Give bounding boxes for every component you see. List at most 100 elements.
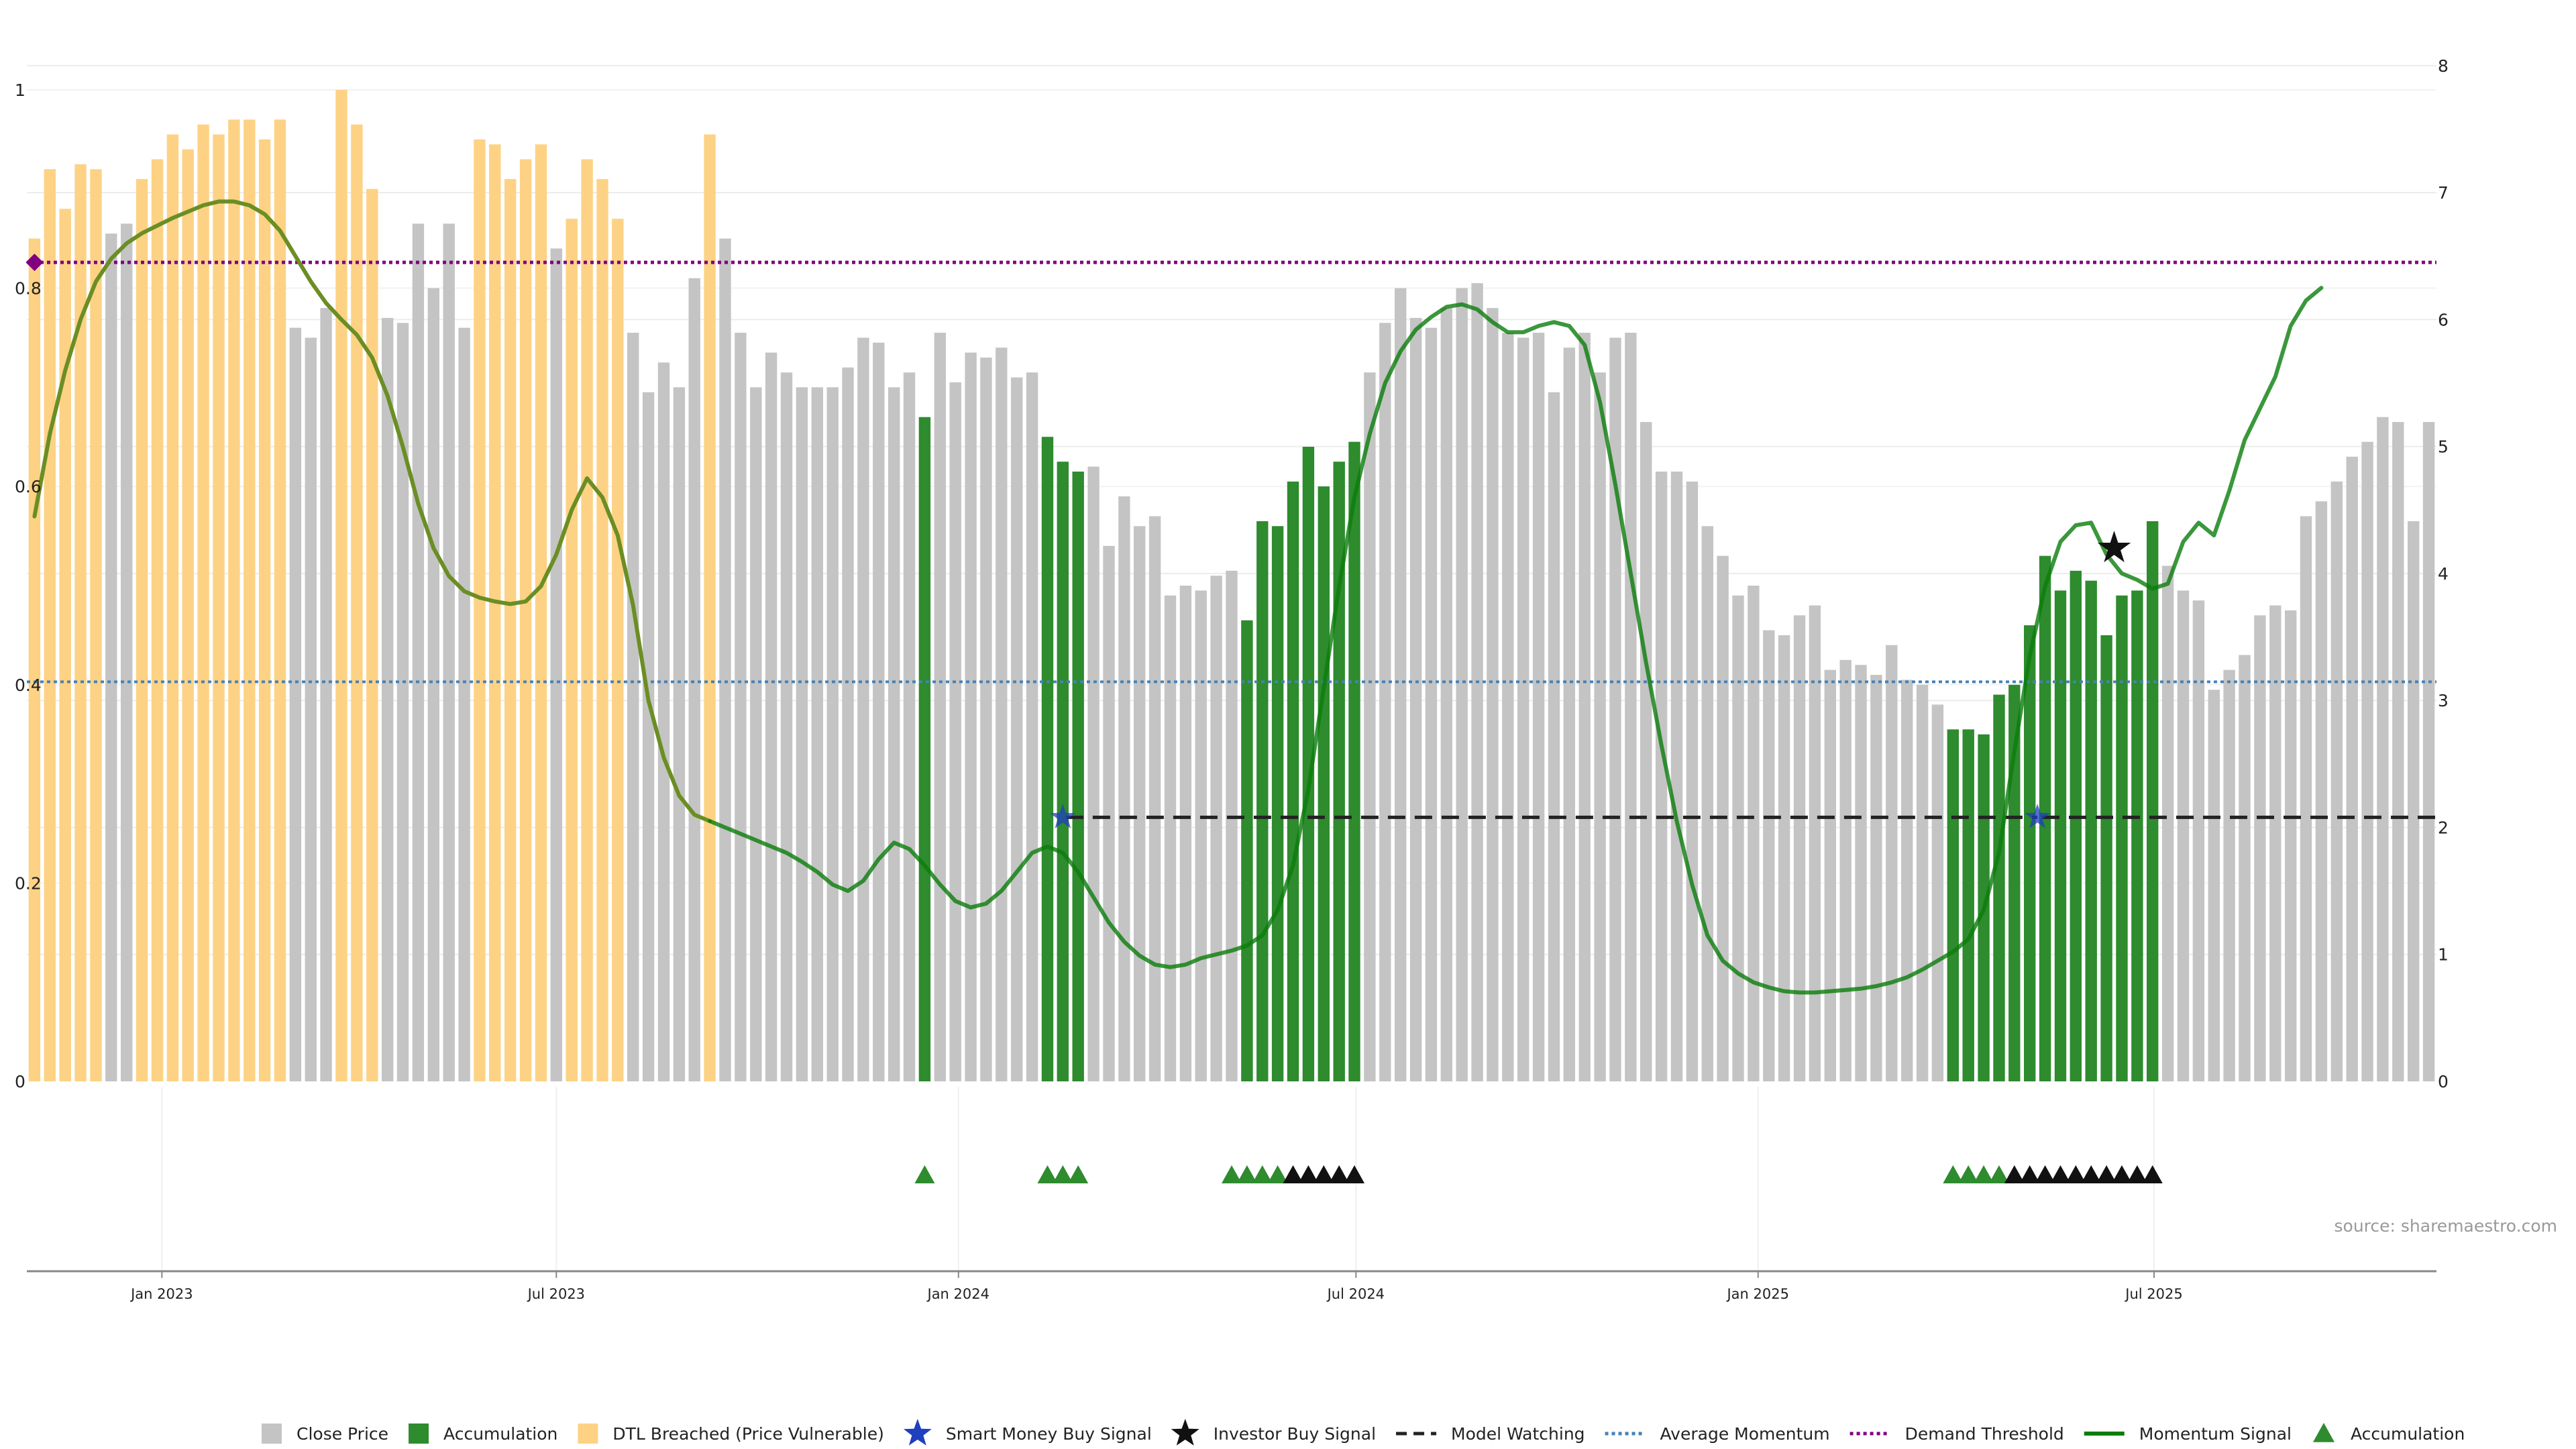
bar <box>2192 600 2205 1081</box>
bar <box>1256 521 1269 1081</box>
momentum-line-early <box>32 199 712 823</box>
bar <box>1763 630 1775 1081</box>
investor-triangle <box>2019 1165 2040 1183</box>
legend-star-icon <box>1171 1419 1199 1446</box>
investor-triangle <box>2142 1165 2163 1183</box>
legend-item: Demand Threshold <box>1849 1424 2064 1444</box>
legend-label: Close Price <box>297 1424 388 1444</box>
bar <box>320 308 332 1082</box>
x-tick-label: Jan 2025 <box>1725 1286 1789 1302</box>
bar <box>2300 516 2312 1081</box>
bar <box>1916 684 1929 1081</box>
bar <box>1870 675 1882 1081</box>
bar <box>2315 501 2328 1081</box>
bar <box>244 119 256 1082</box>
bar <box>74 164 87 1081</box>
investor-triangle <box>2004 1165 2025 1183</box>
legend-label: Average Momentum <box>1660 1424 1830 1444</box>
bar <box>965 352 977 1081</box>
bar <box>2239 655 2251 1081</box>
bar <box>1364 372 1376 1082</box>
bar <box>351 124 363 1082</box>
investor-triangle <box>1298 1165 1319 1183</box>
bar <box>826 387 839 1081</box>
bar <box>258 139 271 1081</box>
investor-triangle <box>2065 1165 2086 1183</box>
legend-item: Investor Buy Signal <box>1171 1419 1376 1446</box>
bar <box>1809 605 1821 1081</box>
right-tick-label: 2 <box>2438 818 2449 837</box>
left-tick-label: 0.2 <box>15 873 42 893</box>
bar <box>780 372 793 1082</box>
investor-triangle <box>2096 1165 2117 1183</box>
investor-triangle <box>1313 1165 1334 1183</box>
x-tick-label: Jan 2023 <box>129 1286 193 1302</box>
bar <box>474 139 486 1081</box>
bar <box>1348 441 1360 1081</box>
accumulation-triangle <box>1943 1165 1964 1183</box>
bar <box>842 367 854 1081</box>
bar <box>688 278 700 1082</box>
bar <box>735 333 747 1081</box>
momentum-line-main <box>708 286 2324 995</box>
bar <box>566 219 578 1082</box>
legend-item: Smart Money Buy Signal <box>903 1419 1152 1446</box>
left-tick-label: 0.4 <box>15 676 42 695</box>
accumulation-triangle <box>1974 1165 1994 1183</box>
bar <box>2085 580 2097 1081</box>
legend-label: Accumulation <box>2351 1424 2465 1444</box>
right-tick-label: 3 <box>2438 691 2449 710</box>
right-tick-label: 4 <box>2438 564 2449 584</box>
bar <box>182 149 194 1082</box>
bar <box>1148 516 1161 1081</box>
bar <box>1532 333 1545 1081</box>
bar <box>1302 447 1315 1081</box>
bar <box>1440 308 1452 1082</box>
bar <box>519 159 532 1081</box>
smart-money-buy-star-0 <box>1050 804 1076 828</box>
bar <box>289 327 302 1082</box>
legend-label: Accumulation <box>443 1424 557 1444</box>
bar <box>918 417 931 1081</box>
x-tick-label: Jul 2024 <box>1326 1286 1385 1302</box>
right-tick-label: 6 <box>2438 310 2449 329</box>
accumulation-triangle <box>1252 1165 1273 1183</box>
bar <box>1103 545 1115 1081</box>
bar <box>857 337 869 1081</box>
bar <box>657 362 670 1081</box>
bar <box>1409 317 1422 1081</box>
bar <box>1118 496 1130 1081</box>
bar <box>1502 333 1514 1081</box>
bar <box>2269 605 2282 1081</box>
bar <box>1425 327 1438 1082</box>
bar <box>903 372 916 1082</box>
bar <box>1839 659 1851 1081</box>
left-tick-label: 0 <box>15 1072 25 1091</box>
bar <box>2422 422 2435 1081</box>
bar <box>136 178 148 1081</box>
legend-label: Investor Buy Signal <box>1214 1424 1376 1444</box>
investor-buy-star-0 <box>2097 531 2131 563</box>
bar <box>1379 323 1391 1081</box>
x-tick-label: Jul 2025 <box>2124 1286 2182 1302</box>
legend-item: DTL Breached (Price Vulnerable) <box>578 1424 884 1444</box>
bar <box>980 358 992 1081</box>
bar <box>1594 372 1606 1082</box>
legend-label: Momentum Signal <box>2139 1424 2292 1444</box>
momentum-signal-line <box>32 199 2324 995</box>
bar <box>596 178 608 1081</box>
bar <box>550 248 562 1081</box>
bar <box>1548 392 1560 1082</box>
bar <box>197 124 209 1082</box>
bar <box>1226 570 1238 1081</box>
investor-triangle <box>2127 1165 2147 1183</box>
bar <box>1578 333 1591 1081</box>
bar <box>934 333 946 1081</box>
right-tick-label: 1 <box>2438 945 2449 965</box>
right-tick-label: 0 <box>2438 1072 2449 1091</box>
bar <box>335 89 347 1081</box>
bar <box>1701 526 1713 1081</box>
bar <box>213 134 225 1081</box>
left-tick-label: 0.8 <box>15 279 42 299</box>
bar <box>427 288 439 1081</box>
